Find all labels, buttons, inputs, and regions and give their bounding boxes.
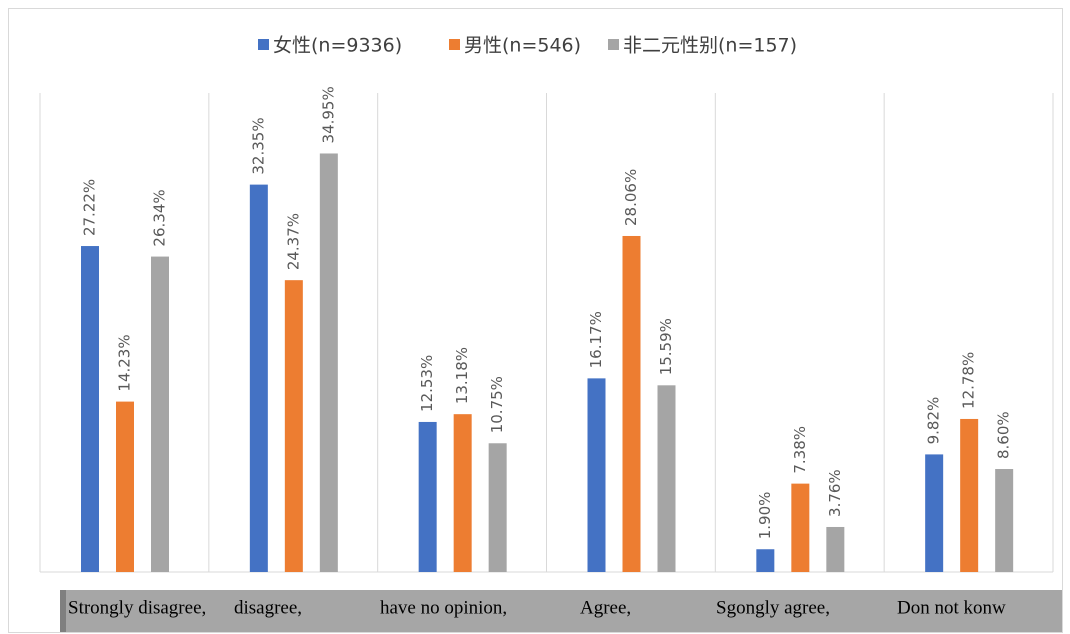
data-label: 32.35%: [249, 117, 267, 174]
bar: [81, 246, 99, 572]
data-label: 14.23%: [116, 334, 134, 391]
label-strip-edge: [60, 590, 66, 632]
bar: [791, 483, 810, 572]
bar: [418, 421, 437, 572]
data-label: 12.78%: [960, 352, 978, 409]
bar: [756, 549, 775, 572]
bar: [587, 378, 606, 572]
bar: [826, 526, 845, 572]
legend-label: 男性(n=546): [464, 35, 581, 57]
bar: [925, 454, 944, 572]
bar: [657, 385, 676, 572]
data-label: 15.59%: [657, 318, 675, 375]
data-label: 7.38%: [791, 426, 809, 474]
bar: [249, 184, 268, 572]
x-tick-label: Sgongly agree,: [716, 597, 830, 618]
bar: [116, 401, 134, 572]
data-label: 3.76%: [826, 469, 844, 517]
data-label: 10.75%: [488, 376, 506, 433]
x-tick-label: Don not konw: [897, 597, 1006, 618]
x-tick-label: disagree,: [234, 597, 302, 618]
data-label: 16.17%: [587, 311, 605, 368]
data-label: 27.22%: [81, 179, 99, 236]
data-label: 28.06%: [622, 169, 640, 226]
bar: [453, 414, 472, 572]
bar: [622, 235, 641, 572]
data-label: 26.34%: [151, 189, 169, 246]
legend-swatch: [449, 39, 460, 50]
data-label: 34.95%: [319, 86, 337, 143]
legend-label: 非二元性别(n=157): [623, 35, 797, 57]
label-strip: [66, 590, 1062, 632]
x-tick-label: Agree,: [580, 597, 631, 618]
legend-label: 女性(n=9336): [273, 35, 402, 57]
bar: [960, 418, 979, 572]
chart-frame: [8, 8, 1063, 633]
data-label: 8.60%: [995, 411, 1013, 459]
bar: [995, 469, 1014, 572]
x-tick-label: have no opinion,: [380, 597, 507, 618]
legend-swatch: [608, 39, 619, 50]
data-label: 24.37%: [284, 213, 302, 270]
legend-swatch: [258, 39, 269, 50]
data-label: 1.90%: [756, 492, 774, 540]
bar: [151, 256, 169, 572]
data-label: 12.53%: [418, 355, 436, 412]
bar: [488, 443, 507, 572]
data-label: 9.82%: [925, 397, 943, 445]
bar: [319, 153, 338, 572]
bar: [284, 280, 303, 572]
x-tick-label: Strongly disagree,: [68, 597, 206, 618]
data-label: 13.18%: [453, 347, 471, 404]
